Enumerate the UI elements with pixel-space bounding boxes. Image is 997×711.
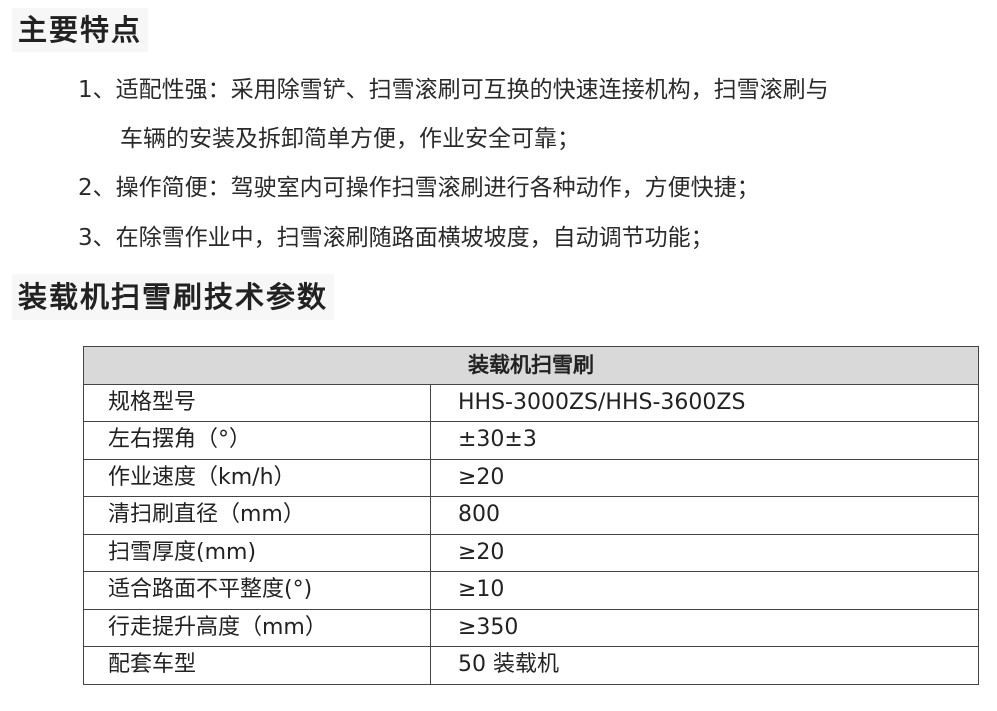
spec-label: 适合路面不平整度(°) xyxy=(83,571,431,610)
spec-label: 清扫刷直径（mm） xyxy=(83,496,431,535)
spec-label: 规格型号 xyxy=(83,383,431,422)
table-row: 左右摆角（°） ±30±3 xyxy=(83,421,979,460)
spec-value: ±30±3 xyxy=(430,421,979,460)
spec-value: ≥350 xyxy=(430,608,979,647)
table-row: 规格型号 HHS-3000ZS/HHS-3600ZS xyxy=(83,383,979,422)
spec-value: 50 装载机 xyxy=(430,646,979,685)
feature-item-2: 2、操作简便：驾驶室内可操作扫雪滚刷进行各种动作，方便快捷； xyxy=(78,175,760,201)
specs-heading: 装载机扫雪刷技术参数 xyxy=(12,274,335,320)
spec-label: 作业速度（km/h） xyxy=(83,458,431,497)
table-row: 扫雪厚度(mm) ≥20 xyxy=(83,533,979,572)
feature-item-1-cont: 车辆的安装及拆卸简单方便，作业安全可靠； xyxy=(120,126,580,152)
table-row: 适合路面不平整度(°) ≥10 xyxy=(83,571,979,610)
spec-label: 左右摆角（°） xyxy=(83,421,431,460)
spec-label: 扫雪厚度(mm) xyxy=(83,533,431,572)
table-row: 作业速度（km/h） ≥20 xyxy=(83,458,979,497)
table-row: 行走提升高度（mm） ≥350 xyxy=(83,608,979,647)
spec-label: 行走提升高度（mm） xyxy=(83,608,431,647)
spec-value: ≥20 xyxy=(430,533,979,572)
feature-item-1: 1、适配性强：采用除雪铲、扫雪滚刷可互换的快速连接机构，扫雪滚刷与 xyxy=(78,77,829,103)
spec-value: ≥20 xyxy=(430,458,979,497)
table-header: 装载机扫雪刷 xyxy=(83,346,979,385)
table-row: 清扫刷直径（mm） 800 xyxy=(83,496,979,535)
spec-value: HHS-3000ZS/HHS-3600ZS xyxy=(430,383,979,422)
spec-value: 800 xyxy=(430,496,979,535)
features-heading: 主要特点 xyxy=(12,8,149,52)
feature-item-3: 3、在除雪作业中，扫雪滚刷随路面横坡坡度，自动调节功能； xyxy=(78,225,714,251)
spec-value: ≥10 xyxy=(430,571,979,610)
specs-table: 装载机扫雪刷 规格型号 HHS-3000ZS/HHS-3600ZS 左右摆角（°） ±… xyxy=(83,346,979,685)
spec-label: 配套车型 xyxy=(83,646,431,685)
table-row: 配套车型 50 装载机 xyxy=(83,646,979,685)
